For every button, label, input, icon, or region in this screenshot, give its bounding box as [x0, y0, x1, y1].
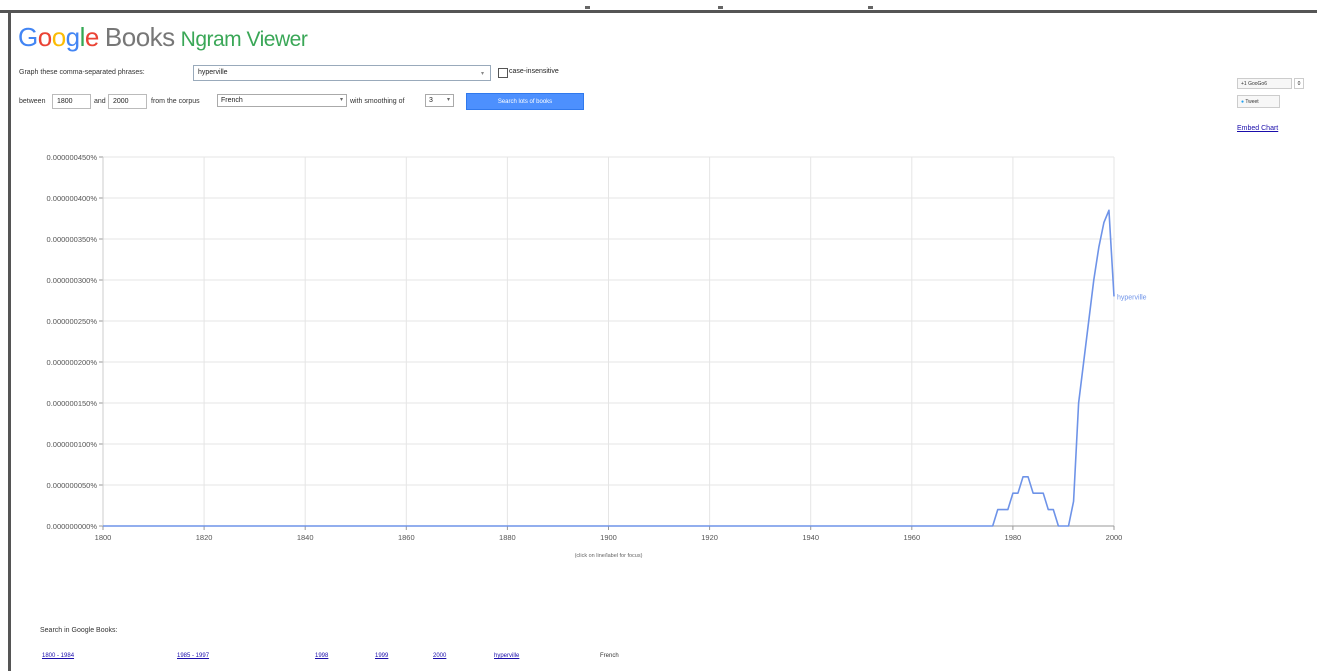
tweet-button[interactable]: ● Tweet	[1237, 95, 1280, 108]
embed-chart-link[interactable]: Embed Chart	[1237, 125, 1279, 132]
x-tick-label: 1820	[196, 533, 213, 542]
chart-hint: (click on line/label for focus)	[575, 553, 643, 559]
ngram-chart[interactable]: 0.000000450% 0.000000400% 0.000000350% 0.00…	[0, 140, 1317, 580]
logo-letter: l	[79, 22, 86, 52]
chevron-down-icon: ▾	[446, 97, 450, 103]
logo-letter: o	[37, 22, 52, 52]
series-line-hyperville[interactable]	[103, 209, 1115, 527]
books-link-2000[interactable]: 2000	[433, 653, 447, 659]
start-year-input[interactable]: 1800	[52, 94, 91, 109]
logo-letter: G	[18, 22, 38, 52]
x-tick-label: 1880	[499, 533, 516, 542]
corpus-value: French	[221, 97, 243, 104]
books-corpus-label: French	[600, 653, 619, 659]
series-label[interactable]: hyperville	[1117, 294, 1147, 301]
x-tick-label: 1920	[701, 533, 718, 542]
y-tick-label: 0.000000050%	[47, 481, 98, 490]
border-artifact	[585, 6, 590, 9]
x-tick-label: 2000	[1106, 533, 1123, 542]
x-tick-label: 1960	[903, 533, 920, 542]
phrase-input[interactable]: hyperville	[193, 65, 491, 81]
books-link-1985-1997[interactable]: 1985 - 1997	[177, 653, 210, 659]
books-link-1998[interactable]: 1998	[315, 653, 329, 659]
y-tick-label: 0.000000250%	[47, 317, 98, 326]
logo-books: Books	[104, 22, 175, 52]
y-tick-label: 0.000000200%	[47, 358, 98, 367]
books-link-phrase[interactable]: hyperville	[494, 653, 520, 659]
books-link-1800-1984[interactable]: 1800 - 1984	[42, 653, 75, 659]
case-insensitive-checkbox[interactable]	[498, 68, 508, 78]
google-plus-count: 0	[1294, 78, 1304, 89]
tweet-label: Tweet	[1245, 99, 1259, 105]
logo-letter: e	[84, 22, 99, 52]
logo-letter: o	[51, 22, 66, 52]
x-tick-label: 1980	[1005, 533, 1022, 542]
y-tick-label: 0.000000300%	[47, 276, 98, 285]
books-link-1999[interactable]: 1999	[375, 653, 389, 659]
border-artifact	[718, 6, 723, 9]
logo-letter: g	[65, 22, 80, 52]
x-tick-label: 1840	[297, 533, 314, 542]
smoothing-select[interactable]: 3 ▾	[425, 94, 454, 107]
x-tick-label: 1860	[398, 533, 415, 542]
border-artifact	[868, 6, 873, 9]
corpus-label: from the corpus	[151, 98, 200, 105]
y-tick-label: 0.000000150%	[47, 399, 98, 408]
phrase-label: Graph these comma-separated phrases:	[19, 69, 145, 76]
google-books-ngram-logo[interactable]: Google Books Ngram Viewer	[18, 22, 308, 53]
and-label: and	[94, 98, 106, 105]
phrase-dropdown-icon[interactable]: ▾	[481, 71, 485, 77]
smoothing-label: with smoothing of	[350, 98, 405, 105]
twitter-icon: ●	[1241, 99, 1245, 105]
logo-ngram-viewer: Ngram Viewer	[180, 28, 308, 51]
search-books-button[interactable]: Search lots of books	[466, 93, 584, 110]
search-google-books-title: Search in Google Books:	[40, 627, 118, 634]
y-tick-label: 0.000000000%	[47, 522, 98, 531]
between-label: between	[19, 98, 46, 105]
x-tick-label: 1900	[600, 533, 617, 542]
x-tick-label: 1940	[802, 533, 819, 542]
y-tick-label: 0.000000350%	[47, 235, 98, 244]
corpus-select[interactable]: French ▾	[217, 94, 347, 107]
case-insensitive-label: case-insensitive	[509, 68, 559, 75]
end-year-input[interactable]: 2000	[108, 94, 147, 109]
window-top-border	[0, 10, 1317, 13]
window-left-border	[8, 10, 11, 671]
y-tick-label: 0.000000400%	[47, 194, 98, 203]
google-plus-share-button[interactable]: +1 GooGo6	[1237, 78, 1292, 89]
smoothing-value: 3	[429, 97, 433, 104]
y-tick-label: 0.000000100%	[47, 440, 98, 449]
y-tick-label: 0.000000450%	[47, 153, 98, 162]
x-tick-label: 1800	[95, 533, 112, 542]
chevron-down-icon: ▾	[339, 97, 343, 103]
